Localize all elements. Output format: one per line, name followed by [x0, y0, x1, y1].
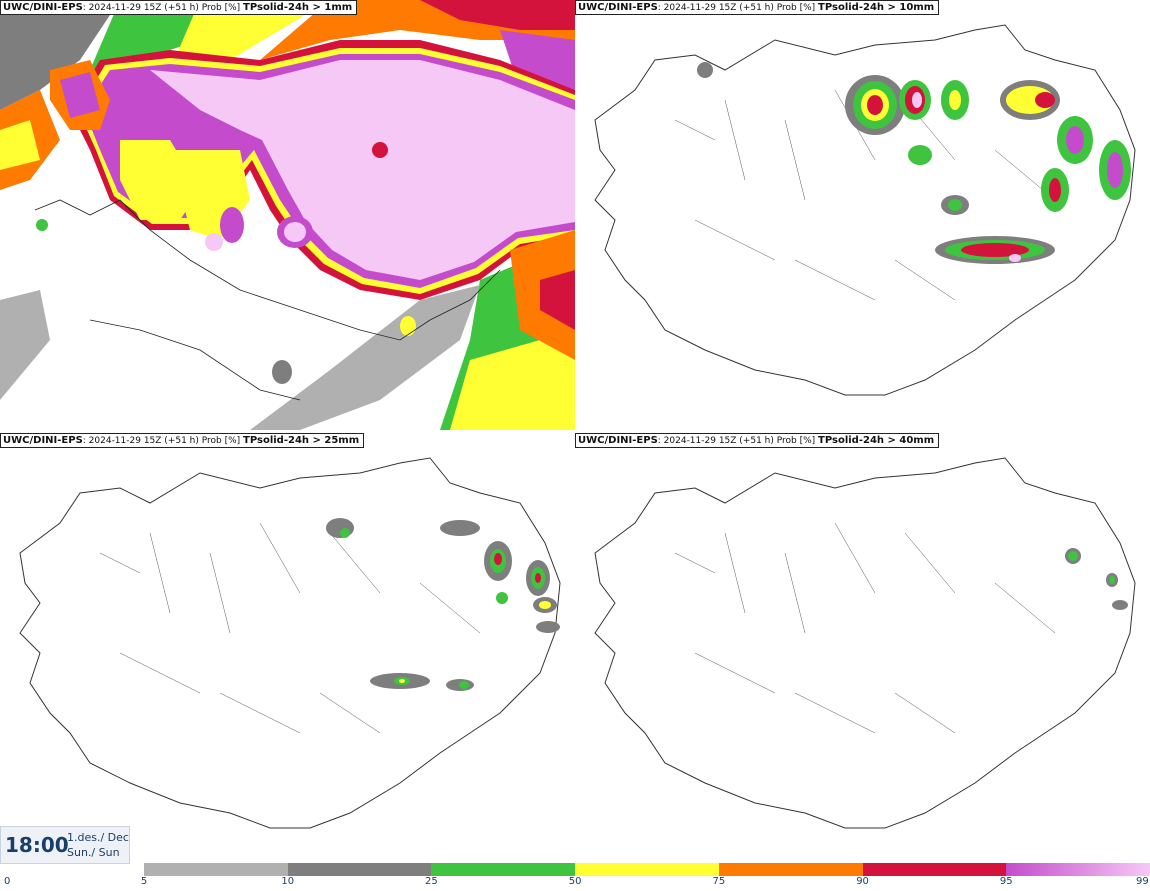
blob-group	[326, 518, 560, 691]
probability-map-40mm	[594, 457, 1136, 829]
variable-label: TPsolid-24h > 1mm	[243, 2, 353, 13]
map-panel-25mm: UWC/DINI-EPS: 2024-11-29 15Z (+51 h) Pro…	[0, 433, 575, 863]
probability-colorbar	[144, 863, 1150, 876]
map-panel-40mm: UWC/DINI-EPS: 2024-11-29 15Z (+51 h) Pro…	[575, 433, 1150, 863]
colorbar-segment	[575, 863, 719, 876]
valid-day: Sun./ Sun	[67, 846, 120, 859]
run-info: : 2024-11-29 15Z (+51 h) Prob [%]	[657, 436, 819, 446]
probability-map-25mm	[19, 457, 561, 829]
colorbar-tick-label: 0	[4, 876, 11, 887]
run-info: : 2024-11-29 15Z (+51 h) Prob [%]	[657, 3, 819, 13]
run-info: : 2024-11-29 15Z (+51 h) Prob [%]	[82, 3, 244, 13]
variable-label: TPsolid-24h > 25mm	[243, 435, 360, 446]
colorbar-tick-label: 95	[999, 876, 1013, 887]
colorbar-segment	[862, 863, 1007, 876]
probability-map-10mm	[594, 24, 1136, 396]
colorbar-segment	[431, 863, 576, 876]
variable-label: TPsolid-24h > 40mm	[818, 435, 935, 446]
colorbar-segment	[718, 863, 863, 876]
model-name: UWC/DINI-EPS	[578, 435, 658, 446]
variable-label: TPsolid-24h > 10mm	[818, 2, 935, 13]
colorbar-tick-label: 10	[281, 876, 295, 887]
blob-group	[697, 62, 1131, 264]
model-name: UWC/DINI-EPS	[3, 435, 83, 446]
colorbar-tick-label: 75	[712, 876, 726, 887]
panel-title: UWC/DINI-EPS: 2024-11-29 15Z (+51 h) Pro…	[575, 433, 940, 448]
colorbar-segment	[144, 863, 288, 876]
panel-title: UWC/DINI-EPS: 2024-11-29 15Z (+51 h) Pro…	[0, 433, 365, 448]
valid-time: 18:00	[5, 833, 69, 857]
colorbar-tick-label: 90	[856, 876, 869, 887]
colorbar-tick-label: 50	[568, 876, 582, 887]
panel-title: UWC/DINI-EPS: 2024-11-29 15Z (+51 h) Pro…	[0, 0, 358, 15]
blob-group	[1065, 548, 1128, 610]
colorbar-tick-label: 25	[425, 876, 438, 887]
colorbar-segment	[1006, 863, 1150, 876]
run-info: : 2024-11-29 15Z (+51 h) Prob [%]	[82, 436, 244, 446]
model-name: UWC/DINI-EPS	[3, 2, 83, 13]
map-panel-10mm: UWC/DINI-EPS: 2024-11-29 15Z (+51 h) Pro…	[575, 0, 1150, 430]
map-panel-1mm: UWC/DINI-EPS: 2024-11-29 15Z (+51 h) Pro…	[0, 0, 575, 430]
valid-date: 1.des./ Dec	[67, 831, 129, 844]
colorbar-tick-label: 5	[140, 876, 148, 887]
panel-title: UWC/DINI-EPS: 2024-11-29 15Z (+51 h) Pro…	[575, 0, 940, 15]
model-name: UWC/DINI-EPS	[578, 2, 658, 13]
probability-map-1mm	[0, 0, 575, 430]
valid-time-box: 18:00 1.des./ Dec Sun./ Sun	[0, 826, 130, 864]
colorbar-tick-label: 99	[1136, 876, 1149, 887]
colorbar-segment	[287, 863, 432, 876]
